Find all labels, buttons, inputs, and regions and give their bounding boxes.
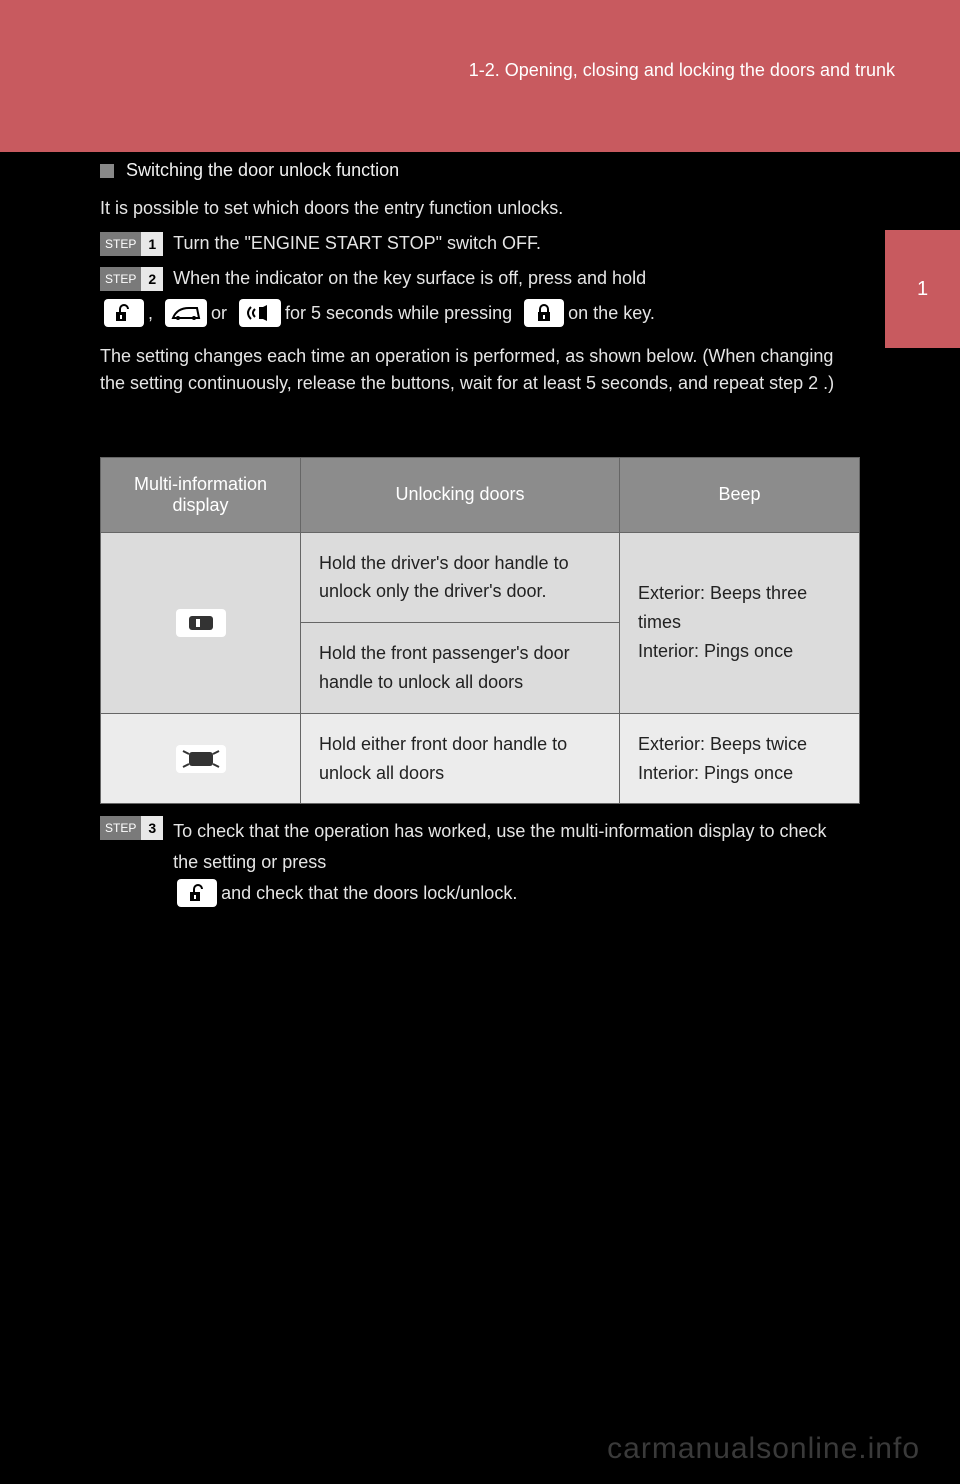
step-2-continuation: , or for 5 seconds while pressing on the… [100, 298, 860, 329]
beep-cell: Exterior: Beeps three times Interior: Pi… [620, 532, 860, 713]
watermark: carmanualsonline.info [607, 1432, 920, 1466]
text-or: or [211, 298, 227, 329]
step-badge: STEP 3 [100, 816, 163, 840]
car-driver-only-icon [176, 609, 226, 637]
trunk-icon [165, 299, 207, 327]
unlock-icon [177, 879, 217, 907]
step-label: STEP [100, 816, 141, 840]
section-title: 1-2. Opening, closing and locking the do… [469, 60, 895, 80]
step-number: 1 [141, 232, 163, 256]
unlock-cell: Hold the front passenger's door handle t… [301, 623, 620, 714]
subtitle-row: Switching the door unlock function [100, 160, 860, 181]
step-2-tail: for 5 seconds while pressing [285, 298, 512, 329]
table-row: Hold the driver's door handle to unlock … [101, 532, 860, 623]
intro-paragraph: It is possible to set which doors the en… [100, 195, 860, 222]
step-2-text: When the indicator on the key surface is… [173, 265, 646, 292]
col-header-unlock: Unlocking doors [301, 457, 620, 532]
display-cell [101, 532, 301, 713]
step-2: STEP 2 When the indicator on the key sur… [100, 265, 860, 292]
section-header: 1-2. Opening, closing and locking the do… [0, 0, 960, 152]
beep-cell: Exterior: Beeps twice Interior: Pings on… [620, 713, 860, 804]
alarm-icon [239, 299, 281, 327]
between-paragraph: The setting changes each time an operati… [100, 343, 860, 397]
unlock-settings-table: Multi-information display Unlocking door… [100, 457, 860, 805]
table-header-row: Multi-information display Unlocking door… [101, 457, 860, 532]
lock-icon [524, 299, 564, 327]
page-content: Switching the door unlock function It is… [100, 160, 860, 908]
table-row: Hold either front door handle to unlock … [101, 713, 860, 804]
chapter-number: 1 [917, 278, 928, 301]
step-badge: STEP 1 [100, 232, 163, 256]
car-all-doors-icon [176, 745, 226, 773]
step-3: STEP 3 To check that the operation has w… [100, 816, 860, 908]
col-header-beep: Beep [620, 457, 860, 532]
step-label: STEP [100, 232, 141, 256]
square-bullet-icon [100, 164, 114, 178]
step-number: 3 [141, 816, 163, 840]
step-2-after: on the key. [568, 298, 655, 329]
step-number: 2 [141, 267, 163, 291]
unlock-icon [104, 299, 144, 327]
step-1-text: Turn the "ENGINE START STOP" switch OFF. [173, 230, 541, 257]
display-cell [101, 713, 301, 804]
text-comma: , [148, 298, 153, 329]
col-header-display: Multi-information display [101, 457, 301, 532]
step-3-text: To check that the operation has worked, … [173, 816, 852, 877]
step-badge: STEP 2 [100, 267, 163, 291]
step-3-tail: and check that the doors lock/unlock. [221, 878, 517, 909]
step-label: STEP [100, 267, 141, 291]
unlock-cell: Hold either front door handle to unlock … [301, 713, 620, 804]
chapter-tab: 1 [885, 230, 960, 348]
subtitle-text: Switching the door unlock function [126, 160, 399, 181]
step-1: STEP 1 Turn the "ENGINE START STOP" swit… [100, 230, 860, 257]
step-3-body: To check that the operation has worked, … [173, 816, 860, 908]
unlock-cell: Hold the driver's door handle to unlock … [301, 532, 620, 623]
